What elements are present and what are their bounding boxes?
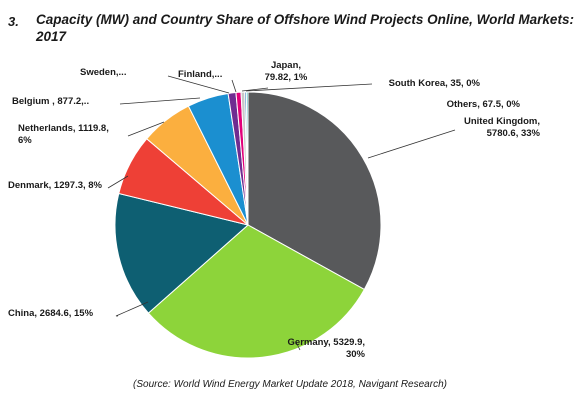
leader-line-south-korea	[245, 83, 373, 92]
slice-labels: United Kingdom, 5780.6, 33% Germany, 5329.…	[8, 60, 541, 360]
source-note: (Source: World Wind Energy Market Update…	[133, 379, 447, 390]
slice-label-line: Sweden,...	[80, 67, 126, 78]
slice-label-united-kingdom: United Kingdom, 5780.6, 33%	[464, 116, 541, 139]
slice-label-belgium: Belgium , 877.2,..	[12, 96, 89, 107]
leader-line-finland	[231, 79, 237, 93]
slice-label-line: United Kingdom,	[464, 116, 540, 127]
pie-slice-united-kingdom	[247, 91, 382, 291]
slice-label-netherlands: Netherlands, 1119.8, 6%	[18, 123, 109, 146]
pie-slice-others	[245, 91, 249, 226]
slice-label-line: Netherlands, 1119.8,	[18, 123, 109, 134]
slice-label-line: 6%	[18, 135, 32, 146]
figure-number: 3.	[8, 14, 19, 29]
slice-label-line: Finland,...	[178, 69, 222, 80]
leader-line-germany	[295, 341, 301, 351]
leader-line-denmark	[107, 175, 129, 189]
slice-label-line: 79.82, 1%	[265, 72, 308, 83]
slice-label-denmark: Denmark, 1297.3, 8%	[8, 180, 103, 191]
slice-label-line: South Korea, 35, 0%	[389, 78, 481, 89]
slice-label-sweden: Sweden,...	[80, 67, 126, 78]
chart-title: Capacity (MW) and Country Share of Offsh…	[36, 12, 574, 44]
leader-line-belgium	[119, 97, 201, 105]
slice-label-japan: Japan, 79.82, 1%	[265, 60, 308, 83]
leader-line-united-kingdom	[367, 129, 456, 159]
slice-label-china: China, 2684.6, 15%	[8, 308, 94, 319]
slice-label-line: Denmark, 1297.3, 8%	[8, 180, 103, 191]
pie-slice-china	[114, 192, 250, 314]
slice-label-line: China, 2684.6, 15%	[8, 308, 94, 319]
leader-line-japan	[241, 87, 269, 92]
slice-label-others: Others, 67.5, 0%	[447, 99, 521, 110]
slice-label-line: Belgium , 877.2,..	[12, 96, 89, 107]
pie-slice-germany	[147, 224, 366, 359]
slice-label-line: Others, 67.5, 0%	[447, 99, 521, 110]
slice-label-line: Germany, 5329.9,	[288, 337, 365, 348]
slice-label-germany: Germany, 5329.9, 30%	[288, 337, 366, 360]
slice-label-line: 30%	[346, 349, 366, 360]
leader-lines	[107, 75, 456, 351]
pie-slices	[114, 91, 382, 359]
slice-label-finland: Finland,...	[178, 69, 222, 80]
pie-chart: United Kingdom, 5780.6, 33% Germany, 5329.…	[8, 60, 541, 360]
slice-label-south-korea: South Korea, 35, 0%	[389, 78, 481, 89]
leader-line-china	[115, 301, 149, 317]
leader-line-sweden	[167, 75, 230, 94]
slice-label-line: 5780.6, 33%	[487, 128, 541, 139]
slice-label-line: Japan,	[271, 60, 301, 71]
leader-line-netherlands	[127, 121, 165, 137]
